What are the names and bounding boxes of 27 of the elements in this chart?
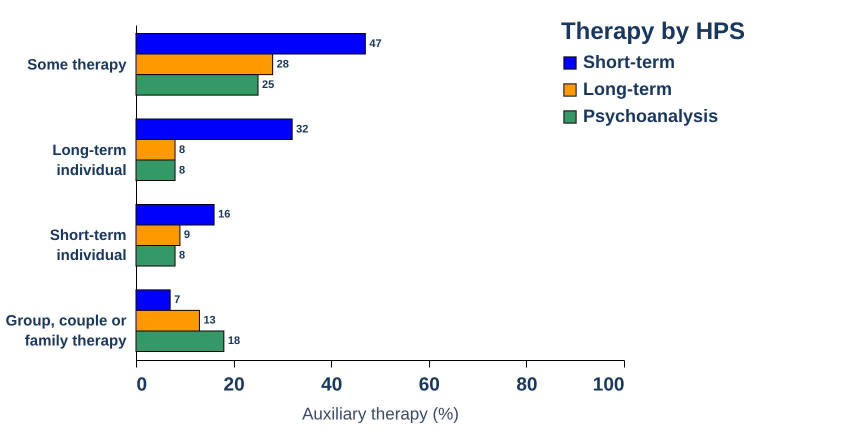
data-label: 16 [218, 208, 230, 221]
x-tick-label: 100 [592, 374, 624, 396]
data-label: 13 [203, 314, 216, 327]
y-tick-label: Some therapy [27, 56, 128, 74]
data-label: 7 [174, 294, 180, 306]
data-label: 32 [296, 123, 308, 136]
x-axis-title: Auxiliary therapy (%) [302, 404, 459, 424]
y-tick-label: Long-term individual [52, 142, 126, 179]
legend-label: Psychoanalysis [583, 106, 718, 126]
legend-title: Therapy by HPS [561, 18, 746, 45]
legend-label: Long-term [583, 79, 672, 99]
data-label: 8 [179, 164, 186, 176]
x-tick-label: 40 [321, 374, 342, 396]
data-label: 8 [179, 250, 186, 262]
x-tick-label: 80 [516, 374, 538, 396]
x-tick-label: 60 [418, 374, 440, 396]
y-tick-label: Group, couple or family therapy [6, 312, 128, 350]
data-label: 18 [228, 335, 240, 348]
x-tick-label: 20 [224, 374, 245, 396]
data-label: 28 [276, 58, 289, 70]
x-tick-label: 0 [136, 374, 148, 396]
legend-label: Short-term [583, 52, 676, 72]
y-tick-label: Short-term individual [50, 227, 126, 264]
data-label: 25 [262, 78, 274, 91]
data-label: 8 [179, 144, 186, 156]
data-label: 9 [184, 229, 190, 242]
data-label: 47 [369, 38, 382, 50]
